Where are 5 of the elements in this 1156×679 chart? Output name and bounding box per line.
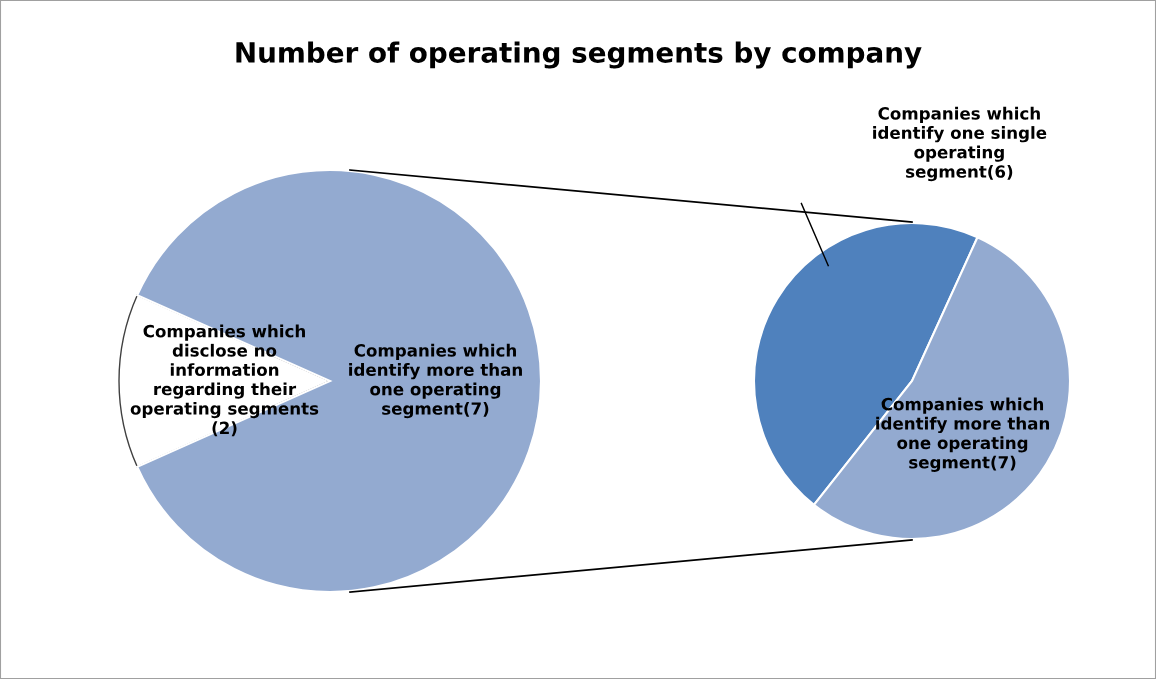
chart-title: Number of operating segments by company (236, 41, 922, 69)
slice-label: Companies which disclose no information regarding their operating segments (2) (130, 324, 319, 437)
slice-label: Companies which identify more than one operating segment(7) (349, 343, 522, 419)
slice-label: Companies which identify more than one operating segment(7) (876, 397, 1050, 472)
slice-label: Companies which identify one single operating segment(6) (873, 106, 1047, 182)
